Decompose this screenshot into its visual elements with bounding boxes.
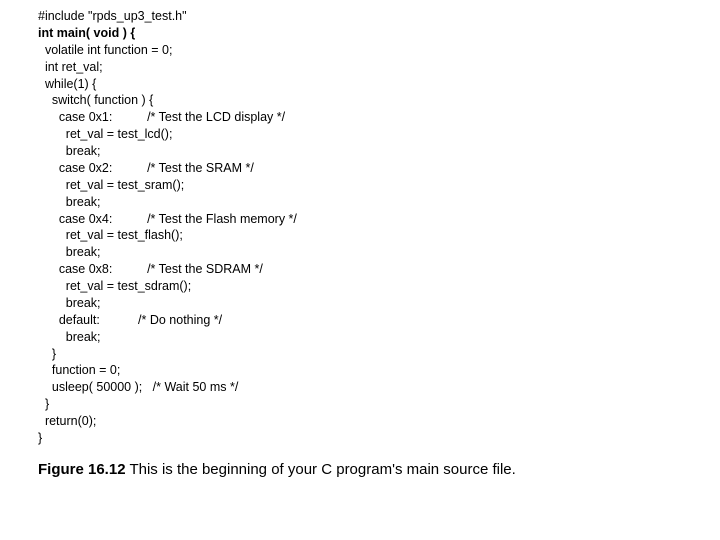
code-line: case 0x4: /* Test the Flash memory */ [38, 212, 297, 226]
code-line: case 0x1: /* Test the LCD display */ [38, 110, 285, 124]
code-line: return(0); [38, 414, 96, 428]
code-line: break; [38, 195, 101, 209]
code-line: switch( function ) { [38, 93, 153, 107]
code-line: int main( void ) { [38, 26, 135, 40]
code-line: break; [38, 144, 101, 158]
code-line: case 0x8: /* Test the SDRAM */ [38, 262, 263, 276]
code-line: break; [38, 330, 101, 344]
figure-number: Figure 16.12 [38, 461, 126, 478]
code-line: break; [38, 245, 101, 259]
code-line: } [38, 347, 56, 361]
code-block: #include "rpds_up3_test.h" int main( voi… [38, 8, 720, 447]
code-line: while(1) { [38, 77, 96, 91]
code-line: volatile int function = 0; [38, 43, 172, 57]
code-line: ret_val = test_sdram(); [38, 279, 191, 293]
code-line: usleep( 50000 ); /* Wait 50 ms */ [38, 380, 238, 394]
code-line: int ret_val; [38, 60, 103, 74]
code-line: case 0x2: /* Test the SRAM */ [38, 161, 254, 175]
code-line: ret_val = test_lcd(); [38, 127, 172, 141]
code-line: } [38, 397, 49, 411]
code-line: break; [38, 296, 101, 310]
code-line: } [38, 431, 42, 445]
code-line: ret_val = test_sram(); [38, 178, 184, 192]
code-line: function = 0; [38, 363, 120, 377]
figure-caption: Figure 16.12 This is the beginning of yo… [38, 461, 720, 478]
code-line: ret_val = test_flash(); [38, 228, 183, 242]
code-line: default: /* Do nothing */ [38, 313, 222, 327]
caption-text: This is the beginning of your C program'… [126, 461, 516, 478]
code-line: #include "rpds_up3_test.h" [38, 9, 187, 23]
